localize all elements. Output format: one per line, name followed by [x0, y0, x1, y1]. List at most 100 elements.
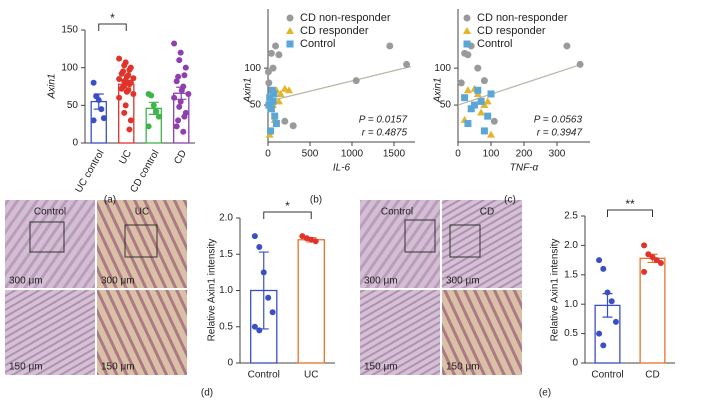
scatter-point — [275, 51, 283, 59]
bar — [297, 239, 325, 364]
scatter-point — [280, 84, 289, 92]
y-tick-label: 100 — [434, 63, 451, 74]
stat-label: P = 0.0157 — [359, 115, 408, 126]
scatter-point — [480, 77, 488, 85]
data-point — [90, 79, 97, 86]
data-point — [130, 91, 137, 98]
scale-bar-label: 150 μm — [364, 362, 398, 373]
data-point — [176, 103, 183, 110]
y-tick-label: 150 — [61, 25, 78, 36]
y-tick-label: 50 — [440, 100, 452, 111]
panel-label: (a) — [104, 195, 116, 206]
scatter-point — [487, 90, 495, 98]
data-point — [256, 244, 263, 250]
y-axis-title: Axin1 — [47, 73, 58, 99]
data-point — [649, 254, 656, 261]
panel-label: (e) — [539, 388, 551, 399]
x-tick-label: CD — [645, 370, 659, 381]
legend-label: Control — [477, 38, 512, 50]
legend-label: CD non-responder — [300, 12, 391, 24]
image-tile — [5, 200, 95, 288]
x-tick-label: Control — [591, 370, 623, 381]
zoom-box — [449, 224, 481, 258]
scatter-point — [352, 77, 360, 85]
significance-label: ** — [625, 197, 635, 211]
x-tick-label: 200 — [516, 149, 533, 160]
x-tick-label: 0 — [265, 149, 271, 160]
scatter-point — [270, 90, 278, 98]
panel-label: (c) — [504, 195, 516, 206]
image-tile — [97, 290, 187, 375]
x-tick-label: 500 — [302, 149, 319, 160]
scatter-point — [483, 97, 492, 105]
x-tick-label: Control — [248, 370, 280, 381]
scatter-point — [265, 101, 273, 109]
scale-bar-label: 150 μm — [446, 362, 480, 373]
data-point — [98, 106, 105, 113]
scatter-point — [471, 101, 478, 109]
data-point — [150, 102, 157, 109]
data-point — [126, 66, 133, 73]
data-point — [600, 342, 607, 349]
data-point — [251, 323, 258, 330]
data-point — [265, 294, 272, 301]
data-point — [181, 72, 188, 79]
scatter-point — [265, 79, 273, 87]
data-point — [175, 73, 182, 80]
scatter-point — [289, 122, 297, 130]
data-point — [251, 233, 258, 240]
y-tick-label: 0.5 — [219, 321, 233, 332]
y-tick-label: 1.5 — [564, 269, 578, 280]
scatter-point — [576, 60, 584, 68]
data-point — [645, 251, 652, 258]
data-point — [596, 330, 603, 337]
data-point — [121, 109, 128, 116]
scatter-point — [490, 117, 498, 125]
x-tick-label: CD — [172, 148, 189, 166]
data-point — [176, 57, 183, 64]
x-axis-title: IL-6 — [333, 163, 351, 174]
legend-label: CD responder — [477, 25, 546, 37]
data-point — [116, 94, 123, 101]
data-point — [126, 81, 133, 88]
data-point — [118, 85, 125, 92]
image-tile — [5, 290, 95, 375]
scatter-point — [386, 42, 394, 50]
scale-bar-label: 150 μm — [9, 362, 43, 373]
data-point — [148, 92, 155, 99]
scatter-point — [274, 97, 283, 105]
data-point — [127, 117, 134, 124]
x-tick-label: UC control — [73, 148, 106, 194]
legend-label: CD non-responder — [477, 12, 568, 24]
data-point — [130, 75, 137, 82]
panel-label: (d) — [201, 388, 213, 399]
scatter-point — [269, 97, 277, 105]
scatter-point — [268, 86, 276, 94]
x-tick-label: UC — [304, 370, 318, 381]
data-point — [181, 113, 188, 120]
significance-bracket — [607, 209, 653, 217]
legend-label: Control — [300, 38, 335, 50]
scale-bar-label: 300 μm — [364, 276, 398, 287]
stat-label: r = 0.4875 — [362, 128, 408, 139]
data-point — [185, 91, 192, 98]
y-axis-title: Relative Axin1 intensity — [550, 239, 561, 342]
data-point — [116, 75, 123, 82]
scatter-point — [464, 51, 472, 59]
scatter-point — [271, 112, 279, 120]
data-point — [126, 126, 133, 133]
legend-marker — [463, 27, 471, 34]
legend-marker — [286, 40, 294, 48]
scale-bar-label: 300 μm — [446, 276, 480, 287]
scatter-point — [403, 60, 411, 68]
bar — [594, 304, 621, 364]
data-point — [175, 117, 182, 124]
data-point — [657, 260, 664, 267]
data-point — [260, 269, 267, 276]
scatter-point — [477, 108, 486, 116]
image-tile — [97, 200, 187, 288]
data-point — [155, 113, 162, 120]
image-title: UC — [135, 207, 149, 218]
y-tick-label: 1.0 — [564, 299, 578, 310]
data-point — [182, 64, 189, 71]
